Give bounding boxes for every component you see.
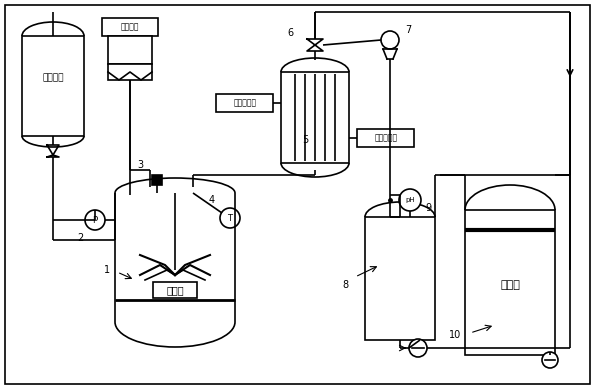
Text: 酸化釜: 酸化釜: [166, 285, 184, 295]
Text: 8: 8: [342, 280, 348, 290]
Text: 冷却水进口: 冷却水进口: [374, 133, 398, 142]
Text: 硫储槽: 硫储槽: [500, 280, 520, 290]
Bar: [22, 36, 84, 136]
Bar: [465, 210, 555, 355]
Text: pH: pH: [405, 197, 415, 203]
Text: 9: 9: [425, 203, 431, 213]
Text: T: T: [228, 214, 232, 223]
Bar: [108, 64, 152, 80]
Bar: [152, 175, 162, 185]
Text: 2: 2: [77, 233, 83, 243]
Circle shape: [220, 208, 240, 228]
Bar: [365, 217, 435, 340]
Text: 三氯硫磷: 三氯硫磷: [42, 74, 64, 82]
Text: 3: 3: [137, 160, 143, 170]
Text: 10: 10: [449, 330, 461, 340]
Bar: [216, 93, 273, 112]
Circle shape: [381, 31, 399, 49]
Text: 5: 5: [302, 135, 308, 145]
Bar: [357, 128, 414, 147]
Text: 4: 4: [209, 195, 215, 205]
Text: 冷却水出口: 冷却水出口: [234, 98, 256, 107]
Bar: [102, 18, 158, 36]
Text: 6: 6: [287, 28, 293, 38]
Text: 1: 1: [104, 265, 110, 275]
Bar: [153, 282, 197, 298]
Bar: [281, 72, 349, 163]
Circle shape: [85, 210, 105, 230]
Text: 醇硫二醇: 醇硫二醇: [121, 23, 139, 32]
Text: P: P: [92, 216, 98, 224]
Circle shape: [399, 189, 421, 211]
Text: 7: 7: [405, 25, 411, 35]
Circle shape: [542, 352, 558, 368]
Circle shape: [409, 339, 427, 357]
Bar: [108, 36, 152, 64]
